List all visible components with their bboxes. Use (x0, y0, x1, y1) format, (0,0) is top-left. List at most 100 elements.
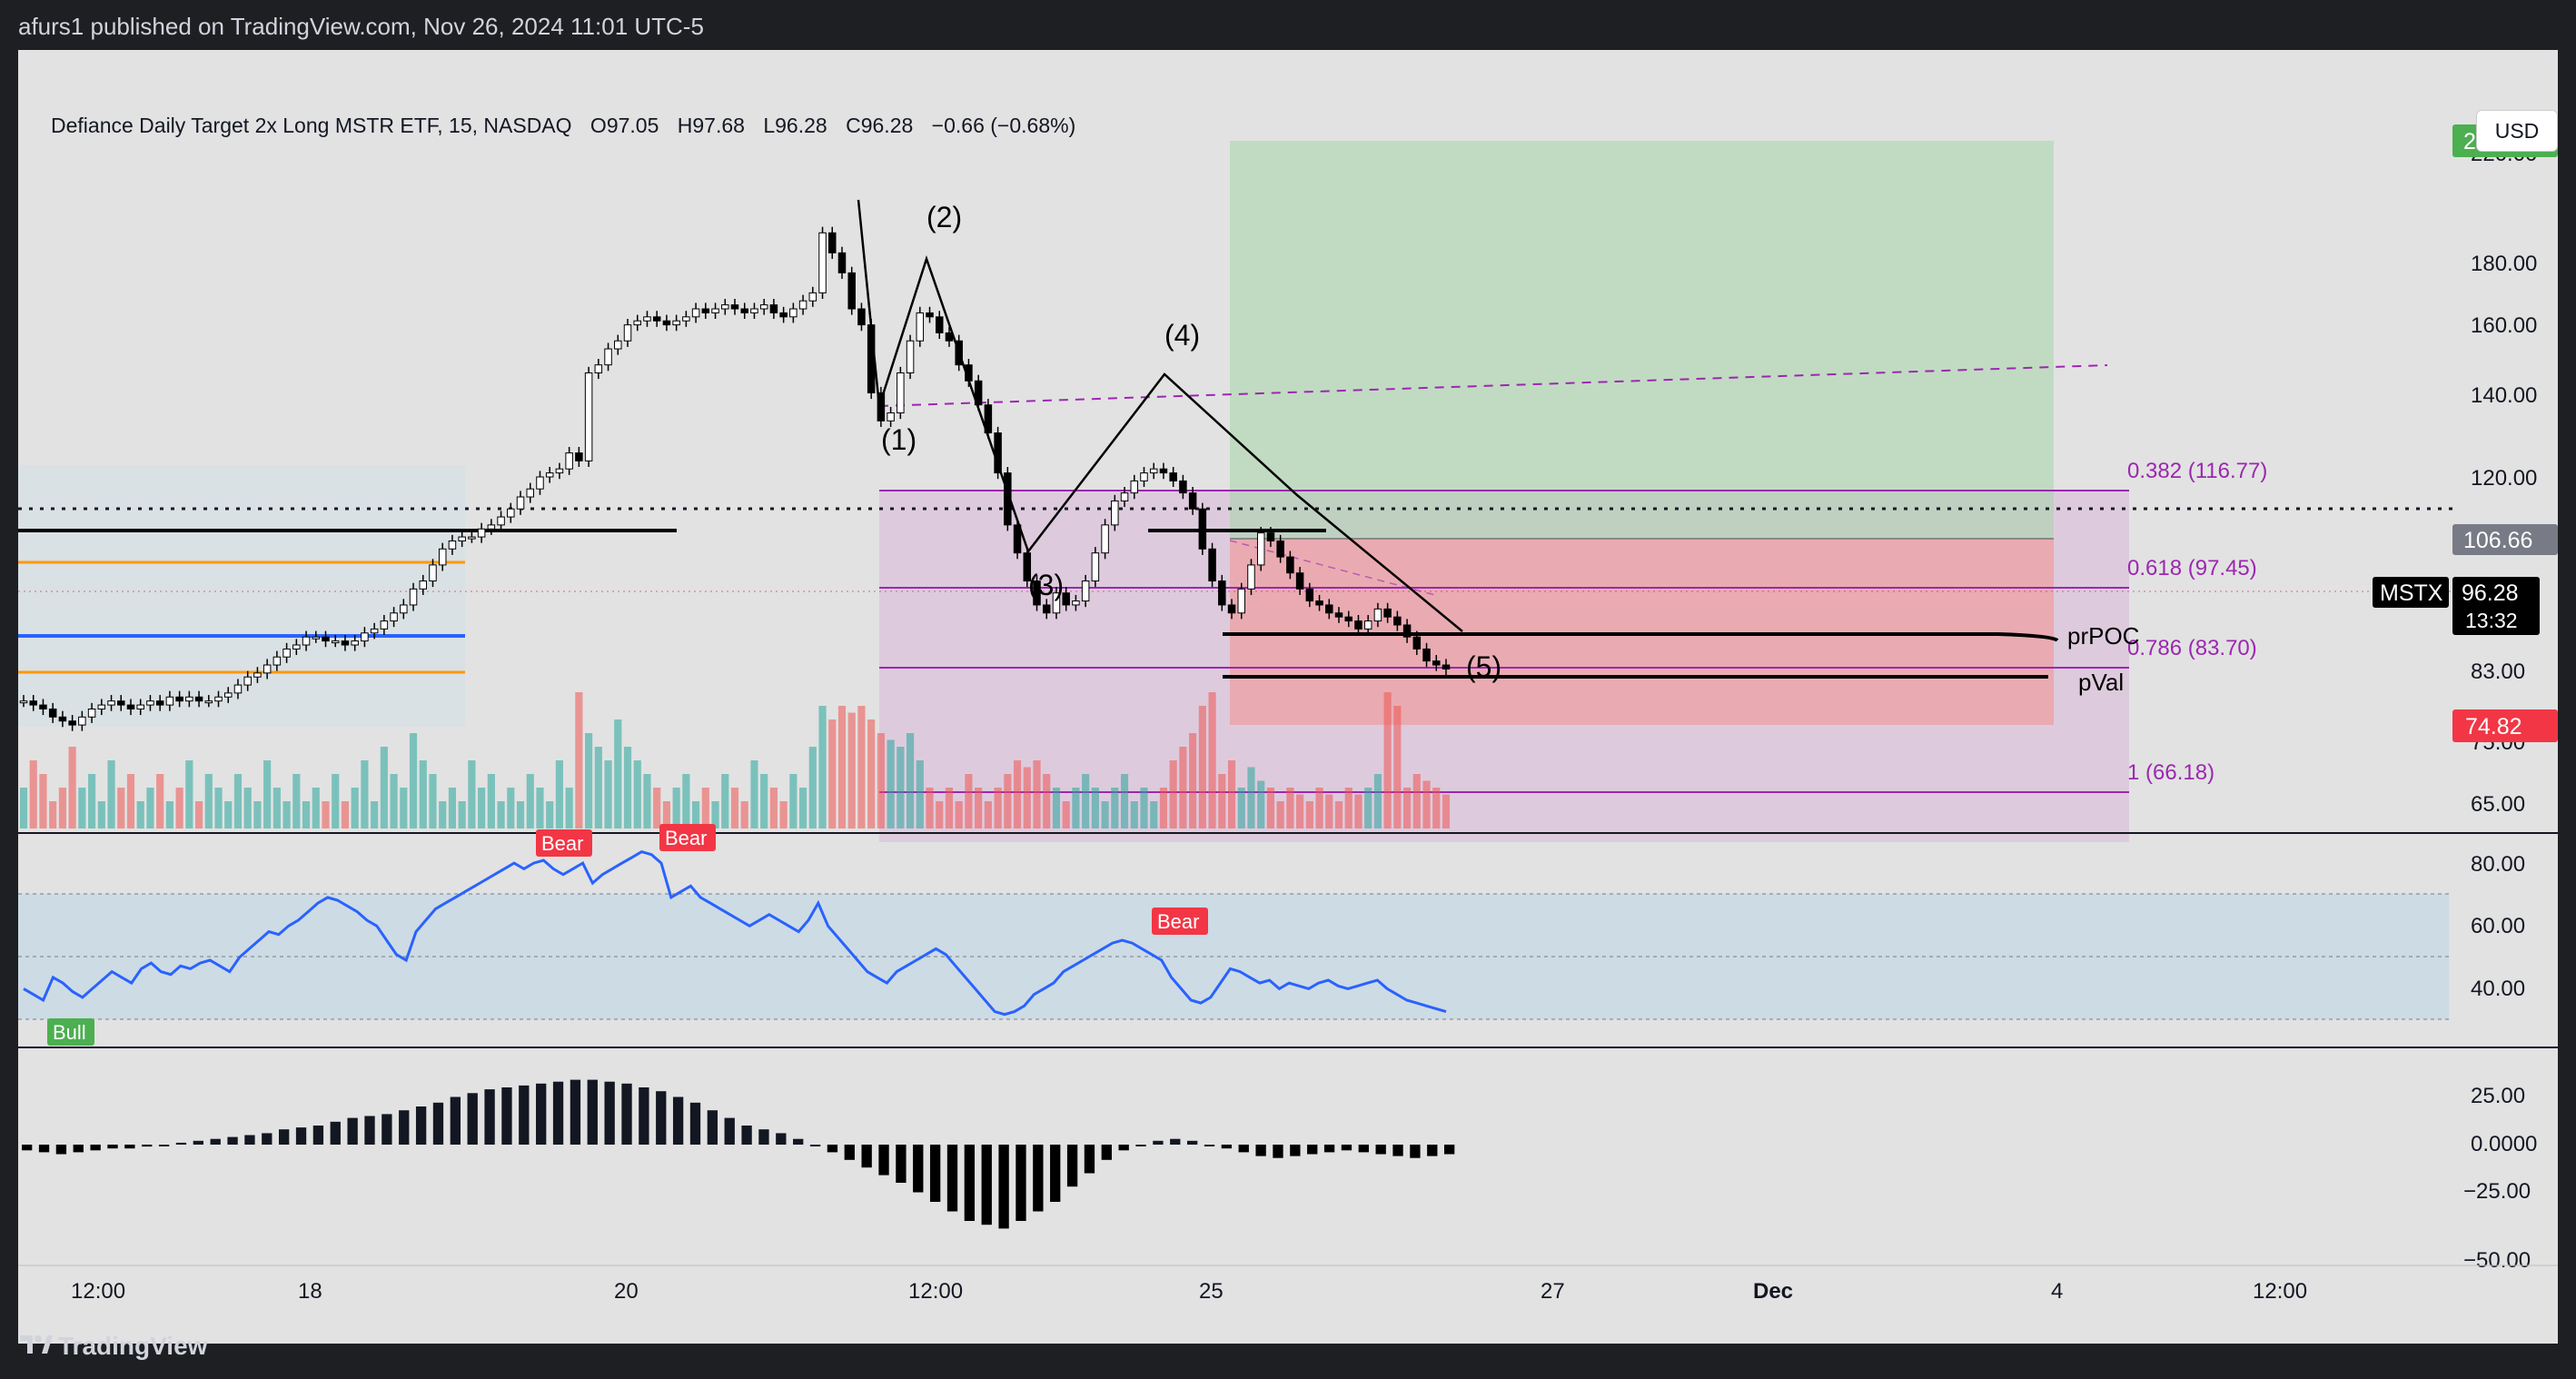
fib-label-0786: 0.786 (83.70) (2127, 636, 2257, 660)
time-tick: 27 (1541, 1279, 1565, 1304)
osc-bar (793, 1138, 804, 1145)
candle-body (1363, 620, 1372, 630)
osc-bar (724, 1117, 735, 1145)
osc-bar (1050, 1145, 1061, 1202)
osc-bar (124, 1145, 135, 1149)
candle-body (691, 308, 700, 318)
entry-price-badge (2452, 524, 2558, 555)
osc-bar (193, 1140, 203, 1145)
rsi-tick: 80.00 (2471, 852, 2525, 877)
candle-body (1179, 480, 1187, 494)
osc-tick: −25.00 (2463, 1179, 2531, 1204)
volume-bar (604, 760, 612, 828)
osc-bar (312, 1126, 324, 1145)
osc-tick: 25.00 (2471, 1084, 2525, 1108)
candle-body (302, 636, 311, 646)
osc-bar (552, 1081, 564, 1145)
osc-bar (1066, 1145, 1078, 1187)
candle-body (497, 516, 505, 526)
candle-body (370, 628, 379, 634)
time-tick: 4 (2051, 1279, 2063, 1304)
currency-button[interactable]: USD (2476, 110, 2558, 152)
volume-bar (302, 801, 311, 828)
osc-bar (656, 1091, 667, 1145)
bull-signal (47, 1018, 94, 1046)
volume-bar (1334, 801, 1343, 828)
osc-tick: 0.0000 (2471, 1132, 2537, 1156)
volume-bar (555, 760, 564, 828)
volume-bar (653, 788, 661, 828)
candle-body (604, 348, 612, 366)
volume-bar (945, 788, 954, 828)
candle-body (974, 380, 983, 406)
candle-body (126, 704, 135, 709)
candle-body (906, 340, 915, 373)
volume-bar (332, 774, 340, 828)
volume-bar (916, 760, 924, 828)
volume-bar (769, 788, 778, 828)
candle-body (614, 340, 622, 350)
volume-bar (682, 774, 690, 828)
price-tick: 160.00 (2471, 313, 2537, 338)
volume-bar (185, 760, 193, 828)
volume-bar (1179, 747, 1187, 828)
brand-name[interactable]: TradingView (58, 1332, 208, 1360)
price-axis[interactable]: 220.00 180.00 160.00 140.00 120.00 83.00… (2471, 142, 2537, 817)
tradingview-logo-icon[interactable] (18, 1330, 54, 1357)
open-label: O (590, 114, 607, 137)
wave-label-4: (4) (1164, 319, 1200, 352)
osc-bar (672, 1096, 684, 1145)
candle-body (1315, 600, 1323, 606)
osc-bar (1341, 1145, 1352, 1151)
candle-body (847, 272, 856, 310)
candle-body (29, 700, 37, 706)
rsi-axis: 80.00 60.00 40.00 (2471, 852, 2525, 1001)
candle-body (984, 404, 993, 434)
volume-bar (1257, 780, 1265, 828)
osc-bar (1375, 1145, 1386, 1155)
candle-body (769, 304, 778, 313)
candle-body (448, 540, 457, 550)
volume-bar (623, 747, 632, 828)
candle-body (575, 452, 583, 461)
volume-bar (643, 774, 651, 828)
candle-body (1334, 612, 1343, 618)
candle-body (409, 588, 418, 606)
candle-body (87, 708, 96, 718)
osc-bar (1427, 1145, 1438, 1156)
symbol-legend[interactable]: Defiance Daily Target 2x Long MSTR ETF, … (51, 114, 1075, 138)
volume-bar (1364, 788, 1372, 828)
volume-bar (429, 774, 437, 828)
candle-body (458, 536, 466, 541)
volume-bar (371, 801, 379, 828)
candle-body (945, 332, 954, 342)
candle-body (1004, 472, 1012, 526)
candle-body (175, 696, 183, 702)
candle-body (380, 620, 389, 630)
chart-canvas[interactable]: (1) (2) (3) (4) (5) 0.382 (116.77) 0.618… (18, 50, 2558, 1344)
candle-body (1111, 500, 1119, 526)
chart-area[interactable]: (1) (2) (3) (4) (5) 0.382 (116.77) 0.618… (18, 50, 2558, 1344)
osc-bar (279, 1129, 290, 1145)
candle-body (214, 696, 223, 702)
osc-bar (1135, 1145, 1146, 1146)
candle-body (536, 476, 544, 490)
candle-body (487, 524, 496, 530)
candle-body (136, 704, 144, 709)
volume-bar (847, 712, 856, 828)
volume-bar (808, 747, 817, 828)
candle-body (594, 364, 603, 373)
time-axis[interactable]: 12:00 18 20 12:00 25 27 Dec 4 12:00 (71, 1279, 2307, 1304)
candle-body (1159, 468, 1168, 474)
time-tick: 12:00 (2253, 1279, 2307, 1304)
candle-body (516, 496, 525, 510)
volume-bar (672, 788, 680, 828)
bull-signal-text: Bull (53, 1021, 86, 1044)
osc-bar (450, 1096, 461, 1145)
volume-bar (68, 747, 76, 828)
candle-body (994, 432, 1002, 474)
candle-body (672, 320, 680, 326)
volume-bar (351, 788, 359, 828)
volume-bar (585, 733, 593, 828)
candle-body (662, 320, 671, 326)
